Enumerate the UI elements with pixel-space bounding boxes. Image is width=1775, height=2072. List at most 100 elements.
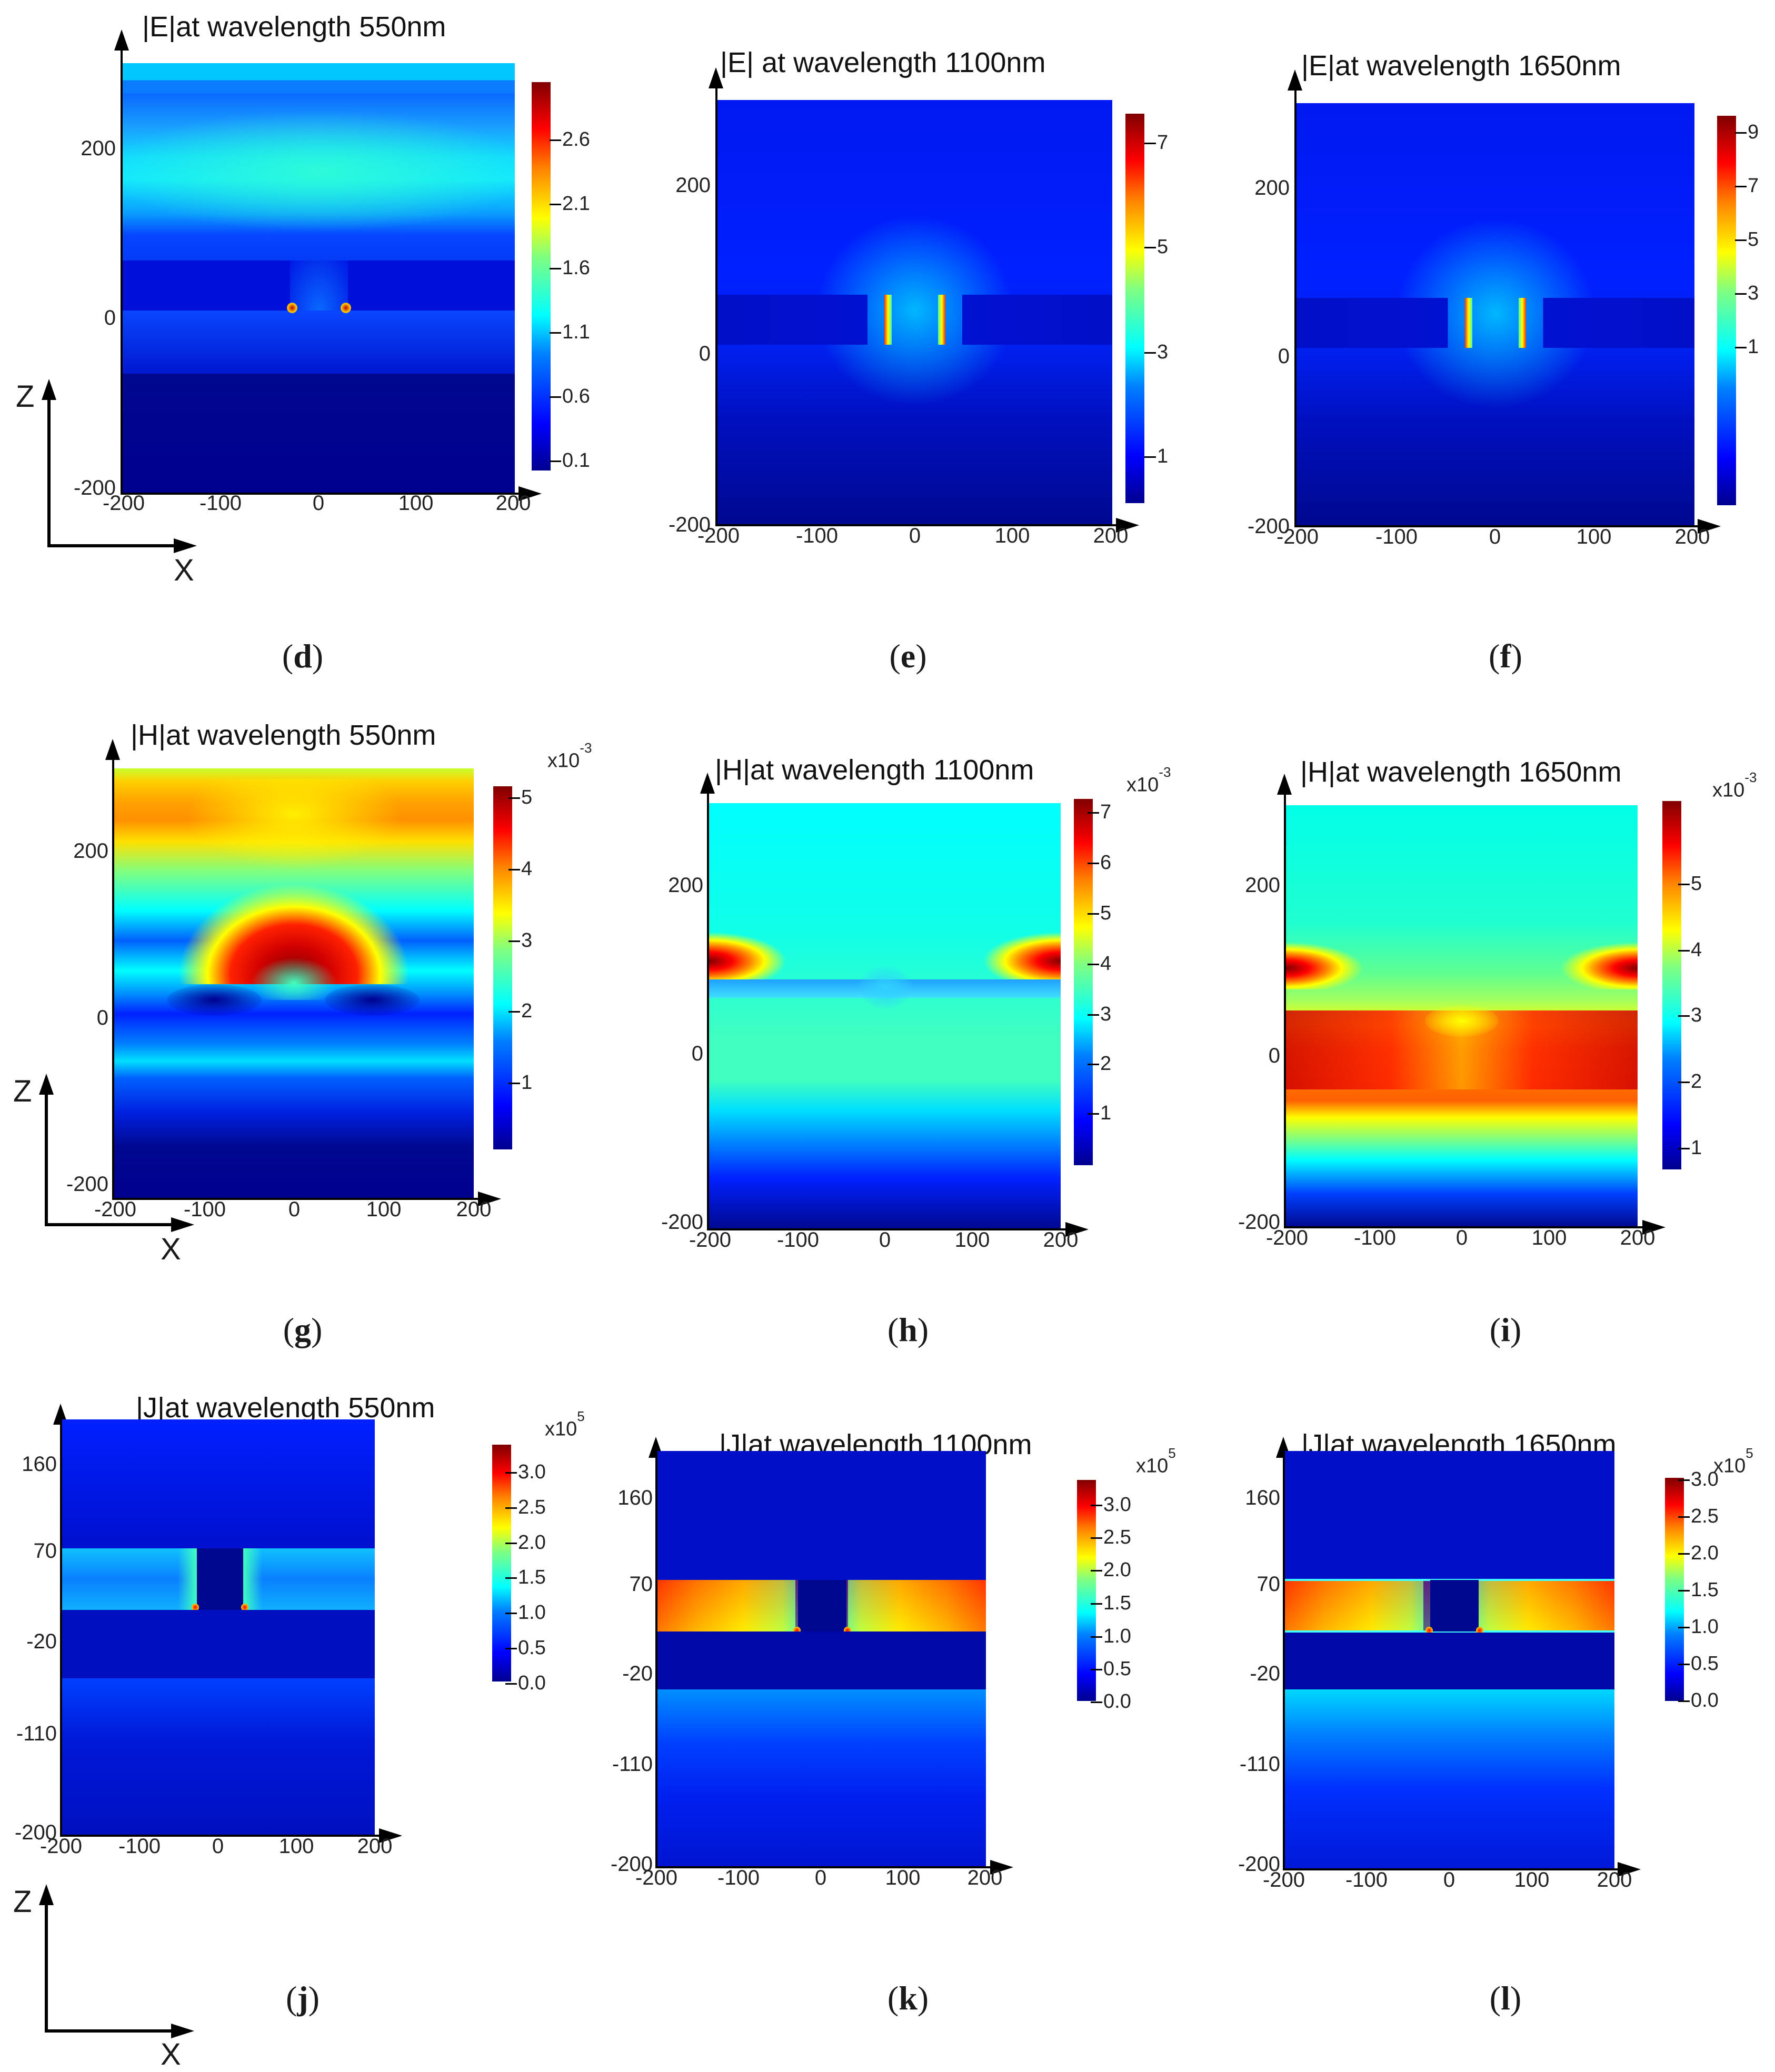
y-tick: -200 — [668, 513, 711, 536]
panel-k: |J|at wavelength 1100nm 160 70 -20 -110 … — [605, 1368, 1184, 2035]
colorbar-tick: 3 — [1100, 1003, 1112, 1025]
substrate — [657, 1689, 986, 1867]
y-tick: -20 — [26, 1630, 57, 1653]
x-axis — [1283, 1868, 1620, 1870]
x-tick: 0 — [1455, 1226, 1468, 1249]
x-tick: -100 — [1375, 525, 1418, 548]
x-axis-arrow-icon — [1642, 1220, 1666, 1235]
colorbar-tick: 3.0 — [1103, 1494, 1131, 1516]
x-tick: 200 — [1043, 1228, 1079, 1252]
z-label: Z — [13, 1074, 32, 1108]
colorbar-tick: 3.0 — [1691, 1468, 1719, 1490]
y-tick: -20 — [1250, 1662, 1280, 1685]
colorbar-tick: 2 — [1100, 1053, 1112, 1075]
y-tick: -200 — [14, 1821, 57, 1844]
slot-edge-left — [178, 1548, 197, 1610]
x-tick: 0 — [288, 1198, 301, 1221]
panel-title: |E| at wavelength 1100nm — [720, 47, 1046, 78]
y-tick: 200 — [73, 839, 108, 863]
z-arrow-icon — [39, 1074, 54, 1095]
x-tick: -200 — [697, 524, 740, 547]
colorbar-tick: 1.5 — [1691, 1579, 1719, 1601]
colorbar-tick: 0.0 — [1691, 1689, 1719, 1711]
hotspot-right — [241, 1604, 248, 1611]
caption-h: (h) — [887, 1311, 929, 1348]
slot-gap — [290, 261, 348, 313]
heatmap-plot — [114, 768, 474, 1199]
x-tick: -100 — [199, 492, 242, 515]
z-arrow-icon — [42, 379, 56, 400]
y-tick: 200 — [1245, 874, 1280, 897]
panel-title: |H|at wavelength 1100nm — [715, 754, 1034, 786]
x-tick: 0 — [1443, 1868, 1455, 1891]
colorbar-tick: 1.5 — [518, 1566, 546, 1588]
film-bottom-edge — [1285, 1630, 1614, 1633]
x-tick: 0 — [212, 1835, 224, 1858]
slot-edge-right — [243, 1548, 262, 1610]
y-tick: 0 — [691, 1042, 703, 1065]
x-tick: 200 — [1620, 1226, 1656, 1249]
colorbar-tick: 1.0 — [1691, 1616, 1719, 1638]
y-tick: 200 — [1254, 176, 1290, 199]
x-tick: 200 — [456, 1198, 492, 1221]
y-tick: 160 — [617, 1486, 653, 1509]
x-axis-arrow-icon — [1116, 518, 1139, 533]
upper-center-yellow — [114, 779, 474, 868]
x-tick: 100 — [1531, 1226, 1567, 1249]
colorbar-tick: 2 — [521, 1000, 533, 1022]
y-tick: -200 — [1247, 515, 1290, 538]
slot-gap — [798, 1580, 846, 1631]
colorbar-tick: 1 — [1157, 445, 1169, 467]
x-arrow-icon — [171, 2024, 194, 2038]
x-tick: 100 — [885, 1866, 921, 1889]
colorbar-tick: 0.6 — [562, 385, 590, 407]
y-tick: -110 — [612, 1753, 653, 1776]
caption-g: (g) — [283, 1311, 323, 1348]
y-tick: -200 — [661, 1210, 703, 1234]
substrate — [62, 1678, 375, 1836]
y-axis — [121, 47, 123, 494]
dark-spacer — [1285, 1633, 1614, 1689]
x-axis — [1284, 1226, 1644, 1228]
caption-e: (e) — [889, 637, 927, 675]
colorbar-tick: 3 — [1691, 1004, 1702, 1026]
hotspot-left — [287, 303, 297, 313]
colorbar-tick: 0.5 — [1103, 1658, 1131, 1680]
x-label: X — [161, 1232, 181, 1266]
caption-f: (f) — [1489, 637, 1522, 675]
metal-film — [1297, 298, 1694, 348]
x-axis-arrow-icon — [1618, 1862, 1641, 1877]
colorbar-tick: 4 — [521, 858, 533, 880]
y-tick: -200 — [610, 1853, 653, 1876]
colorbar-tick: 4 — [1100, 953, 1112, 975]
y-tick: 70 — [1257, 1573, 1281, 1596]
colorbar-tick: 4 — [1691, 939, 1702, 961]
x-tick: 200 — [1597, 1868, 1632, 1891]
colorbar-tick: 2.5 — [1103, 1526, 1131, 1548]
x-tick: 200 — [1093, 524, 1129, 547]
x-tick: -100 — [776, 1228, 820, 1252]
y-tick: -110 — [1239, 1753, 1280, 1776]
z-axis-arrow-icon — [114, 29, 129, 51]
x-axis-arrow-icon — [1065, 1222, 1089, 1237]
colorbar-tick: 1 — [1691, 1137, 1702, 1159]
colorbar-tick: 2.5 — [518, 1496, 546, 1518]
metal-film — [717, 295, 1112, 345]
panel-h: |H|at wavelength 1100nm 200 0 -200 -200 … — [605, 684, 1184, 1368]
x-tick: 100 — [278, 1835, 314, 1858]
heatmap-plot — [1285, 1451, 1614, 1869]
colorbar-tick: 0.0 — [518, 1672, 546, 1694]
x-tick: -200 — [1262, 1868, 1305, 1891]
colorbar — [1125, 114, 1144, 503]
z-label: Z — [16, 379, 35, 414]
hotspot-right — [341, 303, 351, 313]
x-arrow-icon — [171, 1217, 194, 1232]
colorbar-tick: 2.6 — [562, 128, 590, 151]
x-tick: 100 — [1576, 525, 1612, 548]
lower-cyan — [114, 958, 474, 1000]
x-tick: 100 — [994, 524, 1030, 547]
x-axis — [121, 493, 521, 495]
x-label: X — [174, 553, 194, 587]
x-tick: -200 — [94, 1198, 137, 1221]
colorbar-tick: 1.0 — [1103, 1625, 1131, 1647]
